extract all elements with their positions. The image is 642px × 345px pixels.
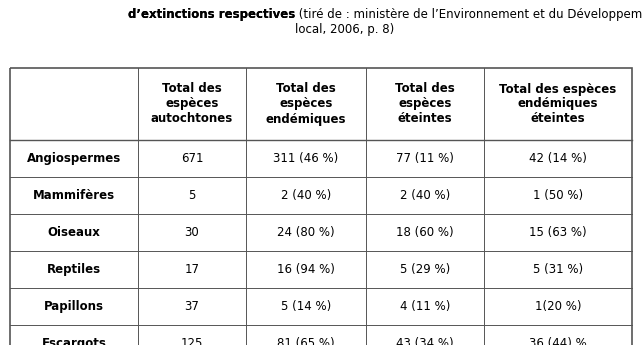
Text: d’extinctions respectives: d’extinctions respectives <box>128 8 295 21</box>
Text: 2 (40 %): 2 (40 %) <box>281 189 331 202</box>
Text: 5: 5 <box>188 189 196 202</box>
Text: 2 (40 %): 2 (40 %) <box>400 189 450 202</box>
Bar <box>10 68 632 345</box>
Text: Total des espèces
endémiques
éteintes: Total des espèces endémiques éteintes <box>499 82 616 126</box>
Text: 4 (11 %): 4 (11 %) <box>400 300 450 313</box>
Text: 311 (46 %): 311 (46 %) <box>273 152 338 165</box>
Text: (tiré de : ministère de l’Environnement et du Développement
local, 2006, p. 8): (tiré de : ministère de l’Environnement … <box>295 8 642 36</box>
Text: 1(20 %): 1(20 %) <box>535 300 581 313</box>
Text: 42 (14 %): 42 (14 %) <box>529 152 587 165</box>
Text: Angiospermes: Angiospermes <box>27 152 121 165</box>
Text: Total des
espèces
éteintes: Total des espèces éteintes <box>395 82 455 126</box>
Text: Total des
espèces
autochtones: Total des espèces autochtones <box>151 82 233 126</box>
Text: Reptiles: Reptiles <box>47 263 101 276</box>
Text: 5 (31 %): 5 (31 %) <box>533 263 583 276</box>
Text: Mammifères: Mammifères <box>33 189 115 202</box>
Text: 81 (65 %): 81 (65 %) <box>277 337 335 345</box>
Text: 18 (60 %): 18 (60 %) <box>396 226 454 239</box>
Text: 15 (63 %): 15 (63 %) <box>529 226 587 239</box>
Text: 5 (14 %): 5 (14 %) <box>281 300 331 313</box>
Text: 30: 30 <box>185 226 200 239</box>
Text: 125: 125 <box>181 337 203 345</box>
Text: 36 (44) %: 36 (44) % <box>529 337 587 345</box>
Text: 37: 37 <box>184 300 200 313</box>
Text: 1 (50 %): 1 (50 %) <box>533 189 583 202</box>
Text: 43 (34 %): 43 (34 %) <box>396 337 454 345</box>
Text: Oiseaux: Oiseaux <box>48 226 100 239</box>
Text: 5 (29 %): 5 (29 %) <box>400 263 450 276</box>
Text: Escargots: Escargots <box>42 337 107 345</box>
Text: d’extinctions respectives: d’extinctions respectives <box>128 8 295 21</box>
Text: Papillons: Papillons <box>44 300 104 313</box>
Text: Total des
espèces
endémiques: Total des espèces endémiques <box>266 82 346 126</box>
Text: 16 (94 %): 16 (94 %) <box>277 263 335 276</box>
Text: 24 (80 %): 24 (80 %) <box>277 226 335 239</box>
Text: 77 (11 %): 77 (11 %) <box>396 152 454 165</box>
Text: 671: 671 <box>181 152 204 165</box>
Text: 17: 17 <box>184 263 200 276</box>
